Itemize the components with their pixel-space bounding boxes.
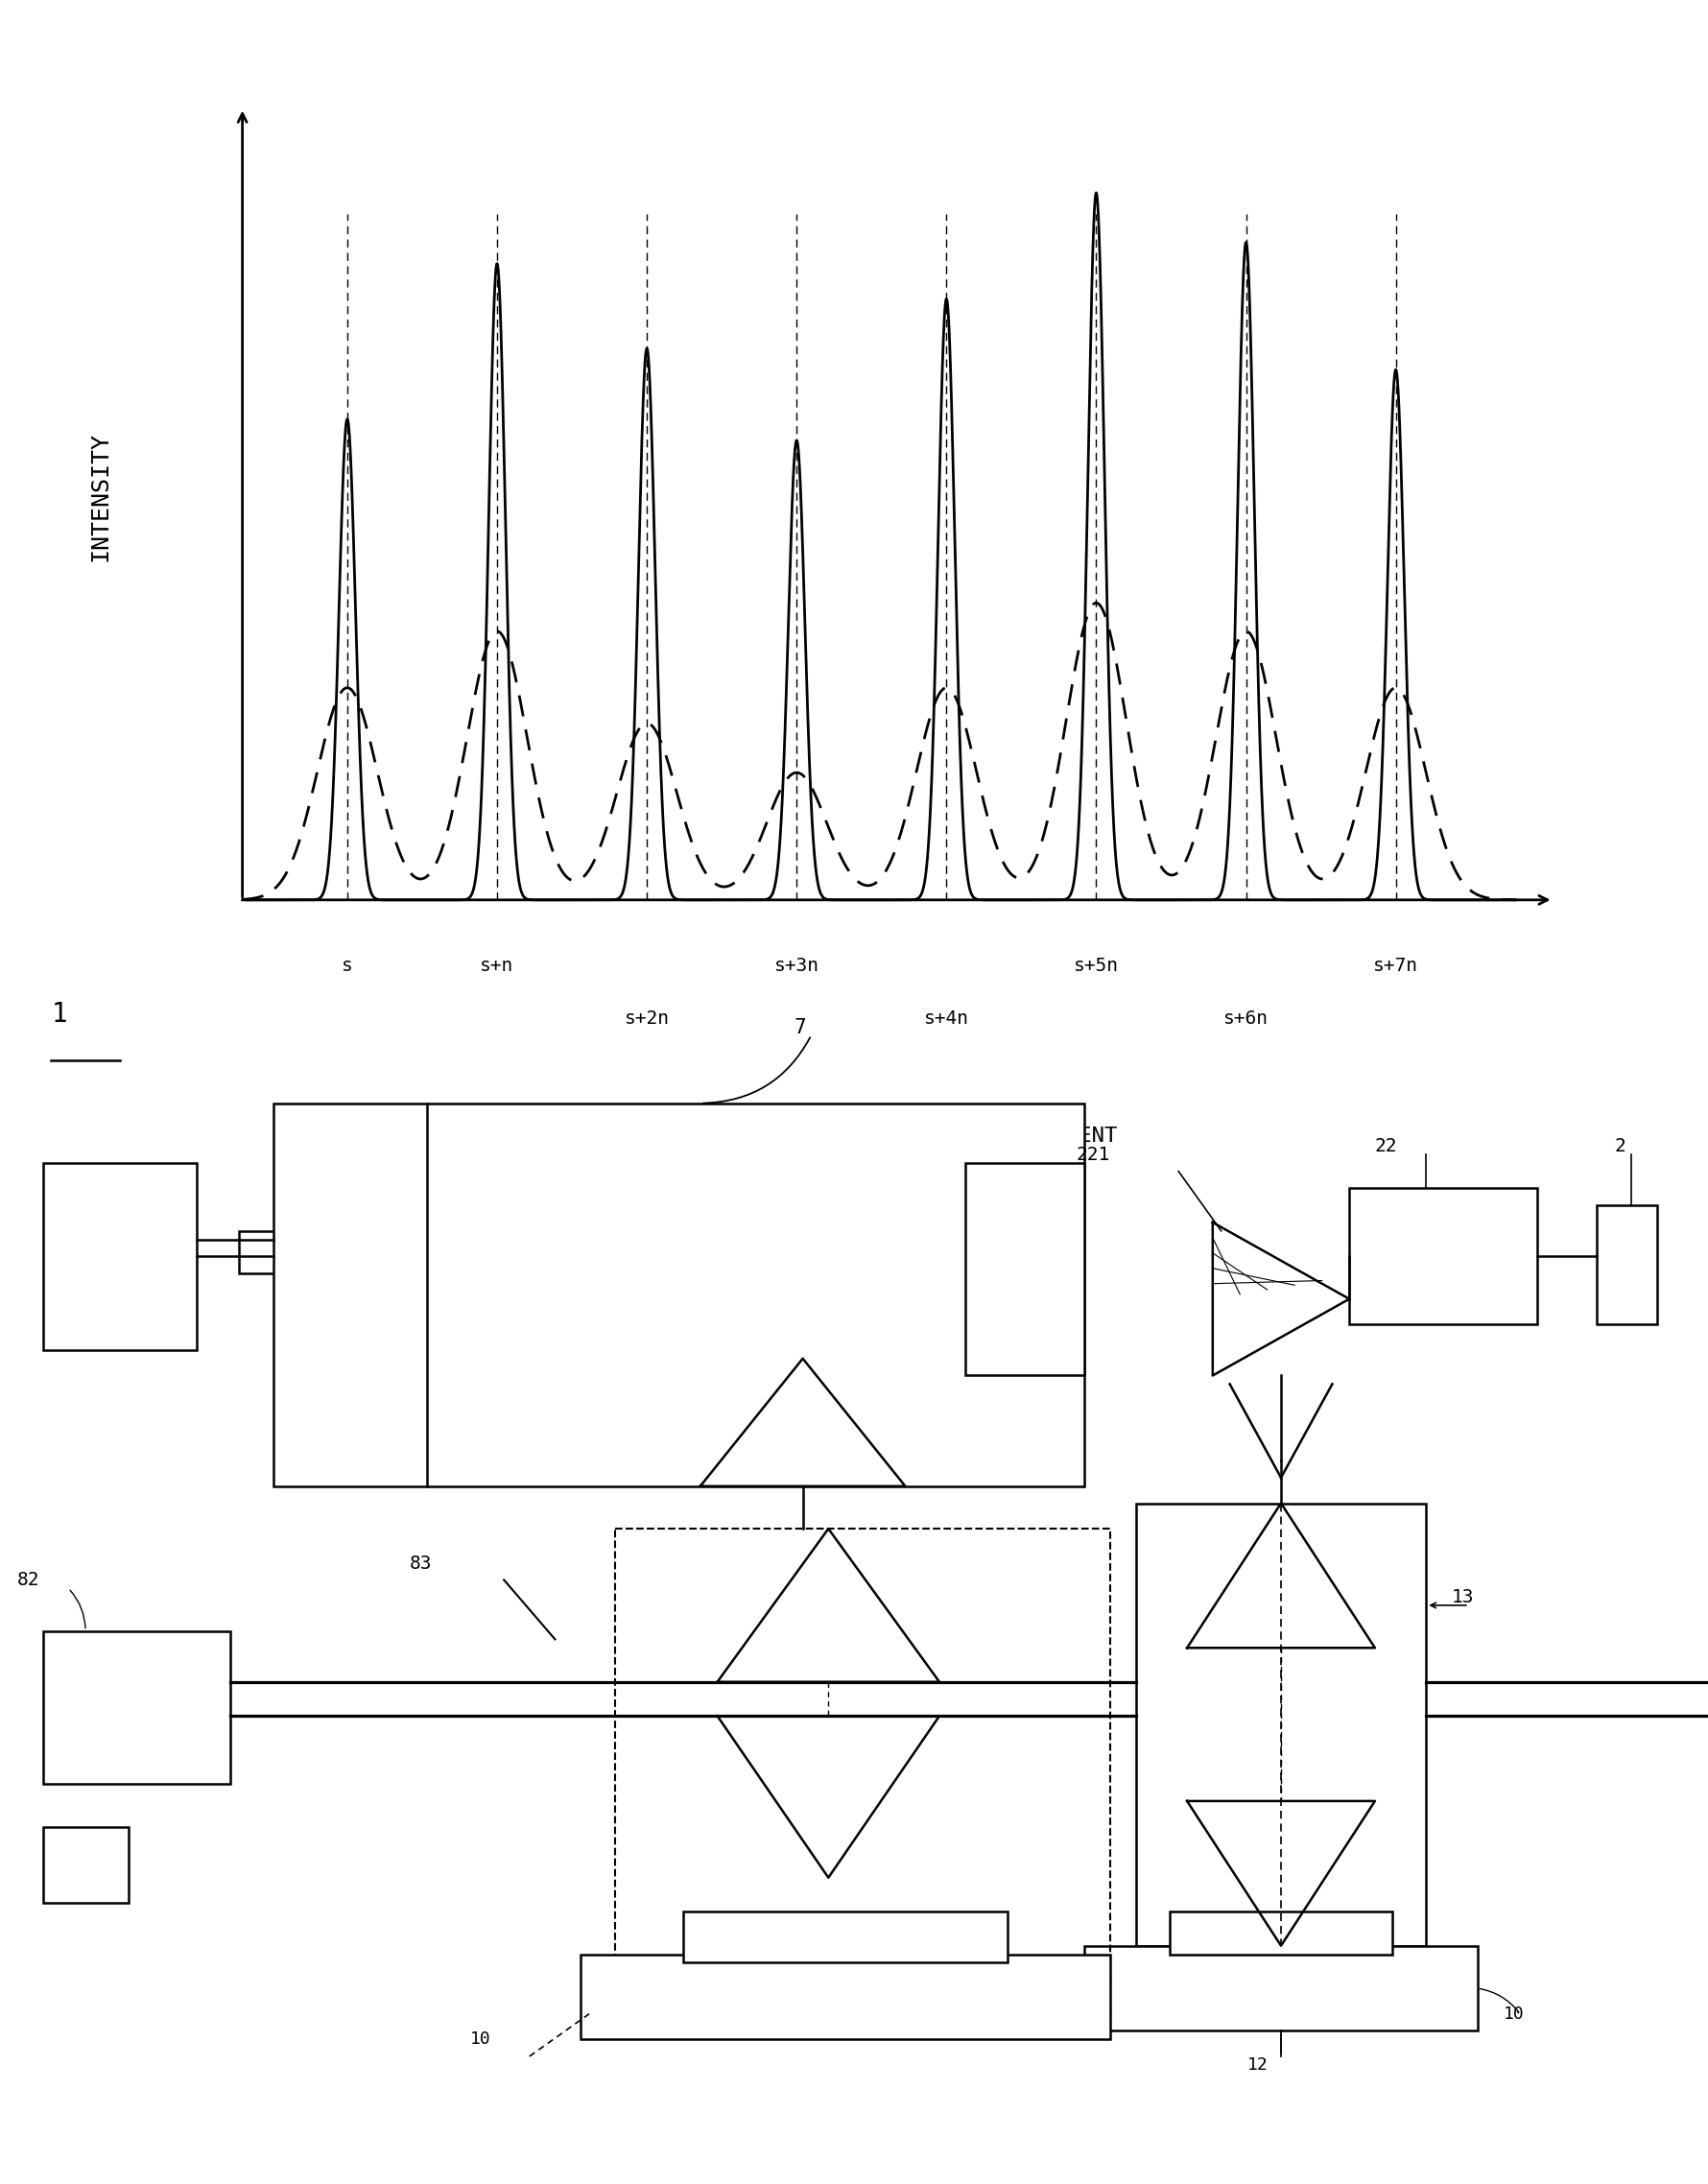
- Bar: [965, 1162, 1085, 1376]
- Bar: [581, 1955, 1110, 2040]
- Bar: [1170, 1911, 1392, 1955]
- Text: s+2n: s+2n: [625, 1009, 670, 1029]
- Text: s+4n: s+4n: [924, 1009, 968, 1029]
- Bar: [273, 1103, 1085, 1485]
- Bar: [615, 1529, 1110, 2040]
- Text: 82: 82: [17, 1570, 39, 1590]
- Bar: [43, 1162, 196, 1350]
- Text: 22: 22: [1375, 1138, 1397, 1155]
- Text: s+n: s+n: [480, 957, 514, 974]
- Text: 10: 10: [1503, 2005, 1524, 2022]
- Text: s: s: [342, 957, 354, 974]
- Text: INTENSITY: INTENSITY: [89, 432, 111, 561]
- Text: 2: 2: [1614, 1138, 1626, 1155]
- Text: 12: 12: [1247, 2057, 1267, 2073]
- Text: s+7n: s+7n: [1373, 957, 1418, 974]
- Bar: [683, 1911, 1008, 1963]
- Text: s+3n: s+3n: [774, 957, 820, 974]
- Text: s+5n: s+5n: [1074, 957, 1119, 974]
- Text: s+6n: s+6n: [1223, 1009, 1269, 1029]
- Bar: [43, 1826, 128, 1902]
- Text: 221: 221: [1076, 1147, 1110, 1164]
- Text: 1: 1: [51, 1000, 67, 1029]
- Text: POSITION OF PHOTODETECTOR ELEMENT: POSITION OF PHOTODETECTOR ELEMENT: [693, 1127, 1117, 1147]
- Bar: [43, 1631, 231, 1784]
- Text: 10: 10: [470, 2031, 490, 2049]
- Text: 83: 83: [410, 1555, 432, 1572]
- Bar: [1597, 1206, 1657, 1324]
- Bar: [1136, 1503, 1426, 1946]
- Bar: [1085, 1946, 1477, 2031]
- Bar: [1349, 1188, 1537, 1324]
- Bar: [239, 1232, 290, 1273]
- Text: 13: 13: [1452, 1588, 1474, 1607]
- Text: 7: 7: [794, 1018, 806, 1037]
